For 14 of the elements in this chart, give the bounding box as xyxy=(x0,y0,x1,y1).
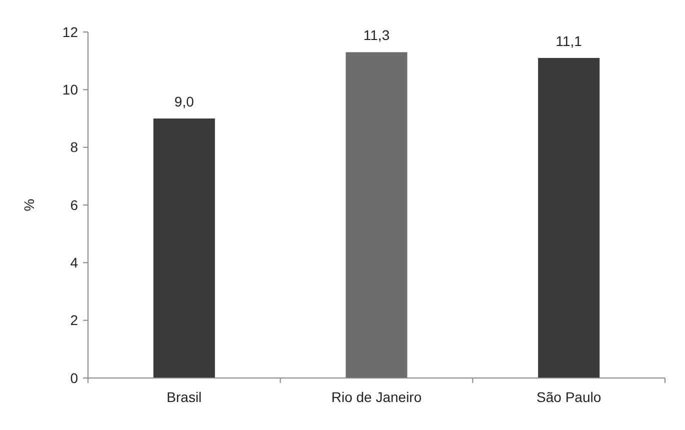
data-label: 9,0 xyxy=(174,94,194,110)
x-tick-label: Brasil xyxy=(166,389,202,405)
y-tick-label: 10 xyxy=(62,82,78,98)
y-axis-title: % xyxy=(21,198,37,212)
x-tick-label: São Paulo xyxy=(536,389,602,405)
y-tick-label: 8 xyxy=(70,139,78,156)
y-tick-label: 6 xyxy=(70,196,78,213)
y-tick-label: 12 xyxy=(62,24,78,40)
data-label: 11,1 xyxy=(556,32,582,49)
y-tick-label: 2 xyxy=(70,312,78,328)
y-tick-label: 4 xyxy=(70,254,78,271)
data-label: 11,3 xyxy=(363,27,390,44)
y-tick-label: 0 xyxy=(70,370,78,386)
x-tick-label: Rio de Janeiro xyxy=(331,389,422,405)
